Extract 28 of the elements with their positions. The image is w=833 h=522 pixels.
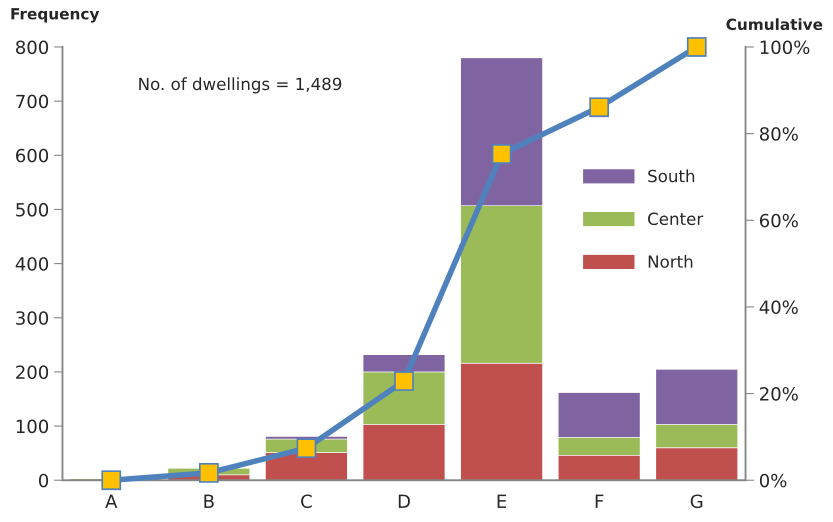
y-tick-label: 100 — [16, 420, 48, 434]
y-axis-title: Frequency — [11, 8, 100, 23]
x-tick-label: D — [398, 494, 410, 508]
y-tick-label: 600 — [16, 148, 48, 162]
y2-tick-label: 20% — [760, 387, 798, 401]
y2-tick-label: 0% — [760, 474, 786, 488]
x-tick-label: B — [204, 494, 214, 508]
x-tick-label: A — [105, 494, 118, 508]
legend-label: Center — [648, 212, 704, 226]
legend-label: South — [648, 169, 694, 182]
annotation: No. of dwellings = 1,489 — [139, 77, 342, 94]
y2-tick-label: 80% — [760, 127, 798, 141]
x-tick-label: G — [690, 494, 702, 508]
y-tick-label: 400 — [16, 257, 48, 271]
y2-tick-label: 40% — [760, 300, 798, 314]
x-tick-label: F — [596, 494, 604, 508]
y-tick-label: 0 — [38, 474, 48, 488]
x-tick-label: C — [301, 494, 312, 508]
y2-tick-label: 60% — [760, 214, 798, 228]
y2-axis-title: Cumulative — [726, 18, 822, 30]
x-tick-label: E — [498, 494, 506, 508]
y2-tick-label: 100% — [760, 40, 810, 54]
y-tick-label: 500 — [16, 202, 48, 217]
y-tick-label: 800 — [16, 40, 48, 54]
y-tick-label: 200 — [16, 365, 48, 380]
y-tick-label: 300 — [16, 311, 48, 325]
legend-label: North — [648, 255, 692, 268]
y-tick-label: 700 — [16, 94, 48, 108]
